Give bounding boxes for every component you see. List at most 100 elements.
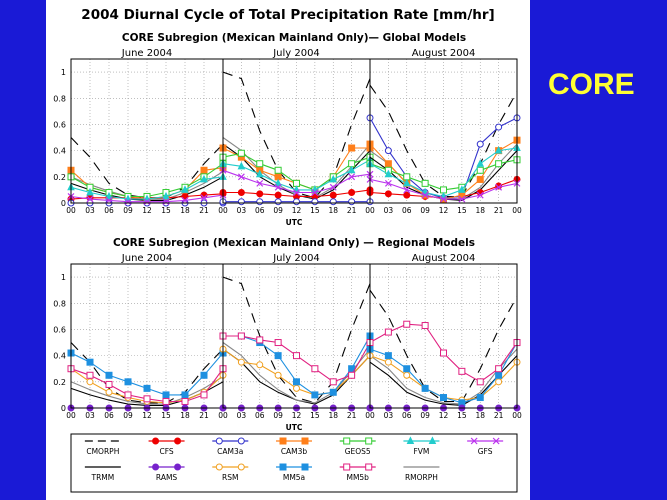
series-point-mm5b [293,352,300,360]
series-point-fvm [200,174,208,183]
month-panel: August 2004 03 06 09 12 15 18 21 00 [366,253,522,420]
legend-swatch-marker [174,463,182,471]
x-tick-label: 15 [310,206,320,215]
legend-label: RMORPH [405,473,438,482]
y-tick-label: 0.2 [53,173,66,182]
y-tick-label: 1 [61,273,66,282]
series-point-mm5b [86,371,94,379]
x-tick-label: 06 [402,411,412,420]
series-point-fvm [86,187,94,196]
legend-label: FVM [413,447,429,456]
legend-item-mm5a: MM5a [276,463,312,482]
series-point-gfs [476,191,484,199]
y-tick-label: 0.2 [53,378,66,387]
series-point-cam3a [237,198,245,206]
series-point-gfs [143,198,151,206]
series-point-mm5a [86,358,94,366]
series-point-mm5a [200,371,208,379]
x-tick-label: 18 [328,411,338,420]
x-tick-label: 18 [475,206,485,215]
legend-swatch-marker [152,437,160,445]
series-point-cam3a [256,198,264,206]
series-point-mm5b [495,365,503,373]
month-label: June 2004 [121,48,172,59]
x-tick-label: 00 [218,206,228,215]
month-panel-frame [369,263,518,409]
series-point-mm5b [384,328,392,336]
series-point-rsm [403,371,411,379]
series-point-gfs [200,194,208,202]
series-point-fvm [105,191,113,200]
series-point-mm5a [274,352,282,360]
series-point-cam3a [293,198,300,206]
series-line-cmorph [222,71,371,199]
legend-label: GEOS5 [345,447,371,456]
legend-swatch-marker [406,436,415,444]
y-tick-label: 0.6 [53,325,66,334]
x-tick-label: 21 [199,411,209,420]
series-point-gfs [403,186,411,194]
legend-label: CMORPH [86,447,119,456]
legend-swatch-marker [215,463,223,471]
x-tick-label: 18 [328,206,338,215]
legend-label: CAM3b [281,447,308,456]
figure-background [46,0,530,500]
series-point-gfs [348,173,356,181]
series-point-mm5b [162,397,170,405]
series-point-rsm [256,361,264,369]
legend-label: GFS [478,447,493,456]
legend-swatch-marker [301,463,309,471]
y-tick-label: 0.8 [53,94,66,103]
series-line-rmorph [369,348,518,405]
series-point-gfs [293,189,300,196]
series-line-trmm [369,355,518,406]
x-tick-label: 03 [384,411,394,420]
series-point-mm5a [495,371,503,379]
legend-item-gfs: GFS [467,437,504,456]
series-point-cam3a [311,198,319,206]
x-tick-label: 21 [347,411,357,420]
legend-label: RSM [222,473,238,482]
x-tick-label: 18 [475,411,485,420]
series-point-mm5a [440,394,447,402]
series-point-mm5b [440,349,447,357]
legend-item-geos5: GEOS5 [339,437,376,456]
x-tick-label: 15 [457,411,467,420]
legend-swatch-marker [237,437,245,445]
series-point-mm5b [105,380,113,388]
month-label: August 2004 [412,48,476,59]
series-point-cam3a [329,198,337,206]
x-tick-label: 18 [180,206,190,215]
series-point-mm5b [200,391,208,399]
series-point-fvm [494,146,503,154]
series-point-fvm [329,174,338,183]
series-point-gfs [162,198,170,206]
series-point-mm5b [143,395,151,403]
x-tick-label: 09 [123,206,133,215]
x-tick-label: 09 [273,206,283,215]
series-point-mm5a [476,394,484,402]
core-label: CORE [548,68,635,101]
series-point-mm5b [311,365,319,373]
x-tick-label: 06 [255,411,265,420]
series-point-fvm [384,169,393,178]
month-label: June 2004 [121,253,172,264]
series-point-geos5 [421,179,429,187]
series-point-cam3b [200,166,208,174]
legend-swatch-marker [343,463,351,471]
legend-label: MM5b [346,473,369,482]
y-tick-label: 0.4 [53,352,66,361]
series-point-mm5b [476,378,484,386]
series-point-geos5 [495,160,503,168]
month-label: August 2004 [412,253,476,264]
series-point-cam3a [476,140,484,148]
series-line-cmorph [70,137,224,199]
month-label: July 2004 [272,48,320,59]
series-point-cam3a [348,198,356,206]
series-point-rsm [274,371,282,379]
legend-label: RAMS [156,473,178,482]
panel-title: CORE Subregion (Mexican Mainland Only)— … [122,32,466,44]
series-point-gfs [237,173,245,181]
x-tick-label: 06 [104,206,114,215]
